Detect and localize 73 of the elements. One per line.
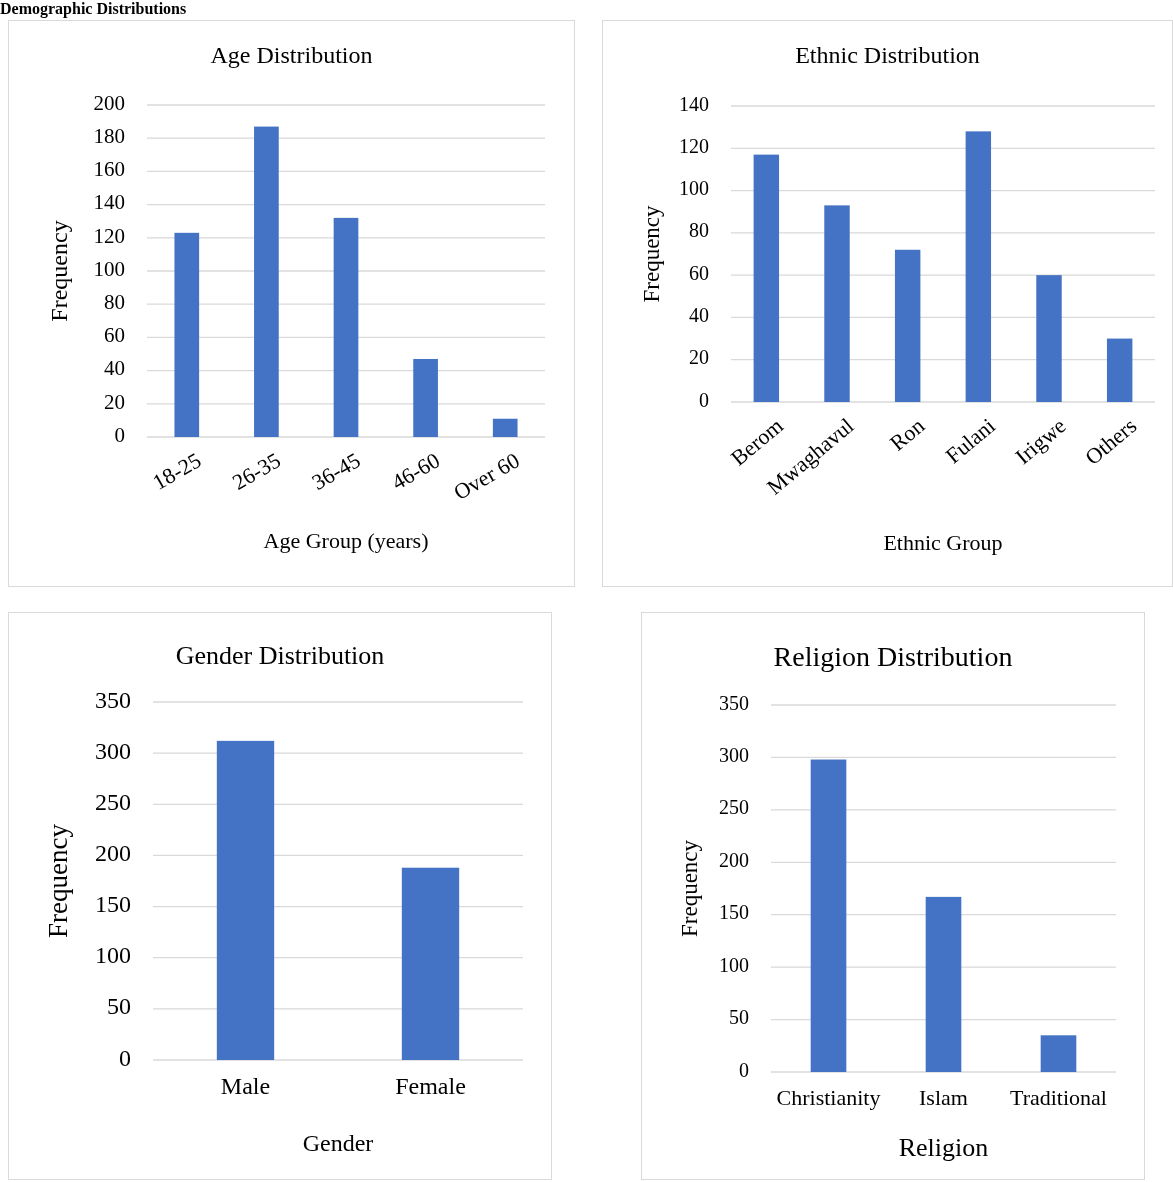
y-tick-label: 120 bbox=[679, 134, 709, 157]
bar bbox=[254, 126, 279, 437]
chart-title: Ethnic Distribution bbox=[795, 41, 980, 68]
bar bbox=[925, 896, 962, 1072]
x-axis-title: Ethnic Group bbox=[883, 530, 1003, 556]
x-tick-label: Traditional bbox=[1010, 1085, 1107, 1111]
x-tick-label: Over 60 bbox=[449, 447, 524, 505]
x-tick-label: 18-25 bbox=[148, 447, 206, 495]
y-tick-label: 60 bbox=[104, 323, 125, 348]
bar bbox=[965, 131, 992, 402]
y-tick-label: 120 bbox=[93, 223, 125, 248]
x-tick-label: Ron bbox=[884, 412, 930, 456]
bar bbox=[333, 217, 359, 437]
bar bbox=[1036, 275, 1062, 402]
y-axis-title: Frequency bbox=[677, 839, 703, 938]
y-tick-label: 200 bbox=[93, 90, 125, 115]
y-tick-label: 80 bbox=[104, 290, 125, 315]
bar bbox=[174, 232, 200, 437]
y-tick-label: 180 bbox=[93, 124, 125, 149]
y-tick-label: 150 bbox=[95, 891, 131, 918]
y-tick-label: 0 bbox=[699, 388, 709, 411]
y-axis-title: Frequency bbox=[45, 220, 72, 322]
y-axis-title: Frequency bbox=[43, 823, 74, 938]
y-tick-label: 300 bbox=[95, 737, 131, 764]
y-tick-label: 150 bbox=[719, 901, 749, 924]
y-tick-label: 50 bbox=[107, 993, 131, 1020]
y-tick-label: 300 bbox=[719, 744, 749, 767]
x-axis-title: Age Group (years) bbox=[263, 528, 429, 554]
bar bbox=[810, 759, 847, 1072]
x-axis-title: Gender bbox=[302, 1129, 374, 1156]
y-tick-label: 20 bbox=[104, 389, 125, 414]
x-tick-label: Male bbox=[220, 1072, 271, 1099]
x-tick-label: Christianity bbox=[776, 1085, 881, 1111]
chart-title: Gender Distribution bbox=[175, 640, 385, 670]
y-tick-label: 0 bbox=[114, 422, 125, 447]
chart-title: Age Distribution bbox=[210, 41, 373, 68]
y-tick-label: 40 bbox=[689, 304, 709, 327]
y-tick-label: 20 bbox=[689, 346, 709, 369]
y-tick-label: 160 bbox=[93, 157, 125, 182]
text: Demographic Distributions bbox=[0, 0, 187, 18]
y-tick-label: 60 bbox=[689, 261, 709, 284]
bar bbox=[753, 154, 780, 402]
x-tick-label: 36-45 bbox=[307, 447, 365, 495]
x-tick-label: 46-60 bbox=[387, 447, 445, 495]
bar bbox=[824, 205, 850, 402]
y-tick-label: 100 bbox=[719, 953, 749, 976]
x-tick-label: Female bbox=[395, 1072, 466, 1099]
y-tick-label: 350 bbox=[95, 686, 131, 713]
bar bbox=[894, 249, 921, 402]
bar bbox=[1040, 1035, 1077, 1072]
y-tick-label: 0 bbox=[739, 1058, 749, 1081]
bar bbox=[492, 418, 518, 437]
y-tick-label: 200 bbox=[719, 848, 749, 871]
y-tick-label: 100 bbox=[679, 177, 709, 200]
chart-title: Religion Distribution bbox=[773, 641, 1013, 673]
y-tick-label: 250 bbox=[95, 788, 131, 815]
bar bbox=[1106, 338, 1133, 402]
y-tick-label: 350 bbox=[719, 691, 749, 714]
y-tick-label: 40 bbox=[104, 356, 125, 381]
y-axis-title: Frequency bbox=[639, 204, 665, 303]
y-tick-label: 140 bbox=[93, 190, 125, 215]
bar bbox=[413, 358, 438, 437]
x-axis-title: Religion bbox=[898, 1132, 989, 1162]
y-tick-label: 200 bbox=[95, 839, 131, 866]
y-tick-label: 100 bbox=[95, 942, 131, 969]
x-tick-label: 26-35 bbox=[227, 447, 285, 495]
y-tick-label: 250 bbox=[719, 796, 749, 819]
y-tick-label: 0 bbox=[119, 1044, 131, 1071]
x-tick-label: Islam bbox=[919, 1085, 968, 1111]
y-tick-label: 80 bbox=[689, 219, 709, 242]
y-tick-label: 140 bbox=[679, 92, 709, 115]
y-tick-label: 100 bbox=[93, 256, 125, 281]
y-tick-label: 50 bbox=[729, 1006, 749, 1029]
